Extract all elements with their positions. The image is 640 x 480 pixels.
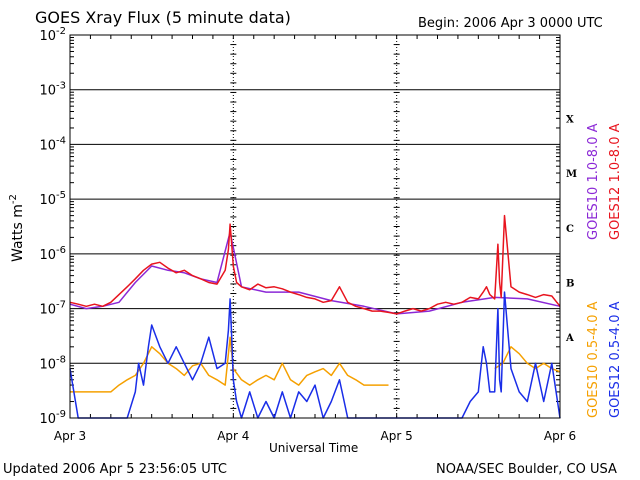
legend-item: GOES10 0.5-4.0 A — [586, 301, 601, 418]
y-tick-labels: 10-2 10-3 10-4 10-5 10-6 10-7 10-8 10-9 Watts m-… — [8, 26, 66, 427]
y-tick-label: 10-8 — [39, 354, 66, 372]
y-tick-label: 10-6 — [39, 245, 66, 263]
x-tick-label: Apr 4 — [217, 429, 249, 443]
chart-title: GOES Xray Flux (5 minute data) — [35, 8, 291, 27]
series-line — [69, 214, 561, 315]
y-tick-label: 10-3 — [39, 81, 66, 99]
legend-item: GOES12 0.5-4.0 A — [608, 301, 623, 418]
credit-label: NOAA/SEC Boulder, CO USA — [436, 462, 617, 477]
x-tick-labels: Apr 3 Apr 4 Apr 5 Apr 6 — [54, 429, 576, 443]
flare-class-label: X — [566, 114, 574, 125]
chart-series-group — [69, 214, 561, 419]
y-tick-label: 10-2 — [39, 26, 66, 44]
flare-class-label: A — [565, 333, 574, 344]
series-line — [70, 336, 561, 393]
x-tick-label: Apr 5 — [381, 429, 413, 443]
legend-item: GOES10 1.0-8.0 A — [586, 123, 601, 240]
legend-item: GOES12 1.0-8.0 A — [608, 123, 623, 240]
series-line — [69, 291, 561, 419]
y-axis-label: Watts m-2 — [8, 194, 26, 262]
x-tick-label: Apr 3 — [54, 429, 86, 443]
legend: GOES10 1.0-8.0 A GOES12 1.0-8.0 A GOES10 0… — [586, 123, 623, 418]
begin-time: Begin: 2006 Apr 3 0000 UTC — [418, 16, 603, 31]
x-axis-label: Universal Time — [269, 441, 359, 455]
series-line — [69, 231, 561, 315]
updated-time: Updated 2006 Apr 5 23:56:05 UTC — [3, 462, 227, 477]
flare-class-labels: X M C B A — [565, 114, 577, 344]
y-tick-label: 10-9 — [39, 409, 66, 427]
flare-class-label: C — [566, 224, 574, 235]
flare-class-label: M — [566, 169, 577, 180]
y-tick-label: 10-5 — [39, 190, 66, 208]
flare-class-label: B — [566, 278, 574, 289]
y-tick-label: 10-4 — [39, 135, 66, 153]
plot-frame — [69, 34, 561, 419]
x-tick-label: Apr 6 — [544, 429, 576, 443]
y-tick-label: 10-7 — [39, 300, 66, 318]
